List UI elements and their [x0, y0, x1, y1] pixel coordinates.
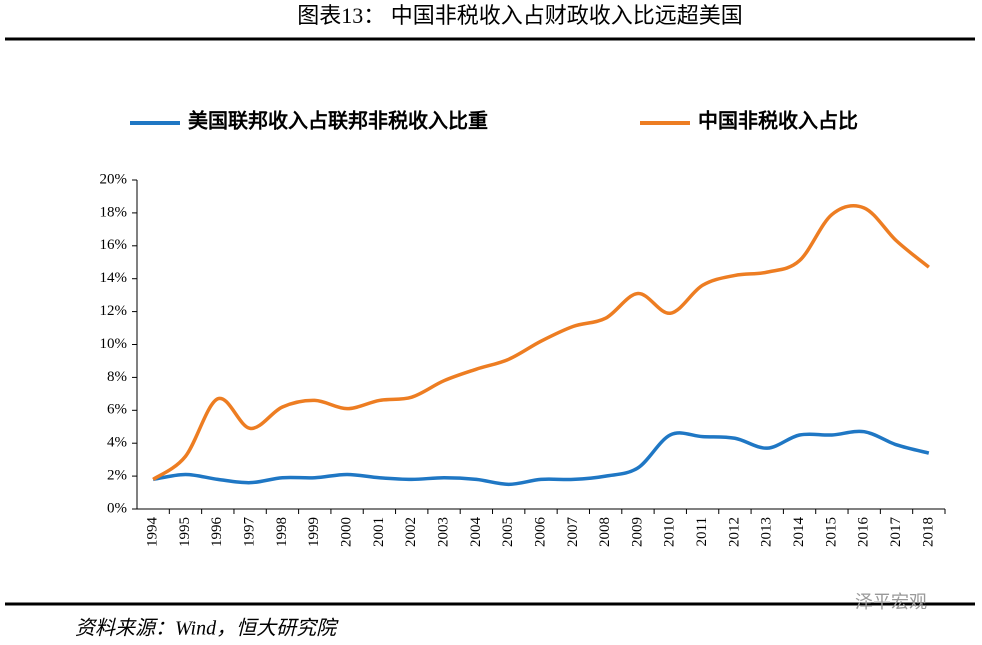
x-tick-label: 2011	[694, 517, 710, 546]
x-tick-label: 2003	[435, 517, 451, 547]
x-tick-label: 2002	[403, 517, 419, 547]
x-tick-label: 2009	[629, 517, 645, 547]
x-tick-label: 2000	[339, 517, 355, 547]
page-title: 图表13： 中国非税收入占财政收入比远超美国	[297, 3, 743, 28]
y-tick-label: 14%	[100, 270, 128, 286]
x-tick-label: 2018	[920, 517, 936, 547]
x-tick-label: 2005	[500, 517, 516, 547]
x-tick-label: 2017	[888, 517, 904, 548]
x-tick-label: 2014	[791, 517, 807, 548]
watermark: 泽平宏观	[855, 592, 927, 612]
x-tick-label: 2013	[759, 517, 775, 547]
y-tick-label: 18%	[100, 204, 128, 220]
x-tick-label: 1994	[145, 517, 161, 548]
y-tick-label: 10%	[100, 336, 128, 352]
source: 资料来源：Wind，恒大研究院	[75, 618, 339, 640]
x-tick-label: 1997	[242, 517, 258, 548]
y-tick-label: 12%	[100, 303, 128, 319]
x-tick-label: 1999	[306, 517, 322, 547]
x-tick-label: 1996	[209, 517, 225, 548]
y-tick-label: 8%	[107, 369, 127, 385]
y-tick-label: 6%	[107, 402, 127, 418]
y-tick-label: 4%	[107, 435, 127, 451]
line	[152, 204, 930, 481]
x-tick-label: 2008	[597, 517, 613, 547]
x-tick-label: 2004	[468, 517, 484, 548]
x-tick-label: 2007	[565, 517, 581, 548]
x-tick-label: 2012	[726, 517, 742, 547]
y-tick-label: 20%	[100, 171, 128, 187]
x-tick-label: 2006	[532, 517, 548, 548]
x-tick-label: 2015	[823, 517, 839, 547]
x-tick-label: 1995	[177, 517, 193, 547]
y-tick-label: 2%	[107, 468, 127, 484]
x-tick-label: 2010	[662, 517, 678, 547]
x-tick-label: 1998	[274, 517, 290, 547]
x-tick-label: 2001	[371, 517, 387, 547]
y-tick-label: 0%	[107, 500, 127, 516]
line	[152, 429, 930, 487]
legend-label: 中国非税收入占比	[698, 109, 858, 133]
legend-label: 美国联邦收入占联邦非税收入比重	[188, 109, 488, 133]
x-tick-label: 2016	[856, 517, 872, 548]
y-tick-label: 16%	[100, 237, 128, 253]
